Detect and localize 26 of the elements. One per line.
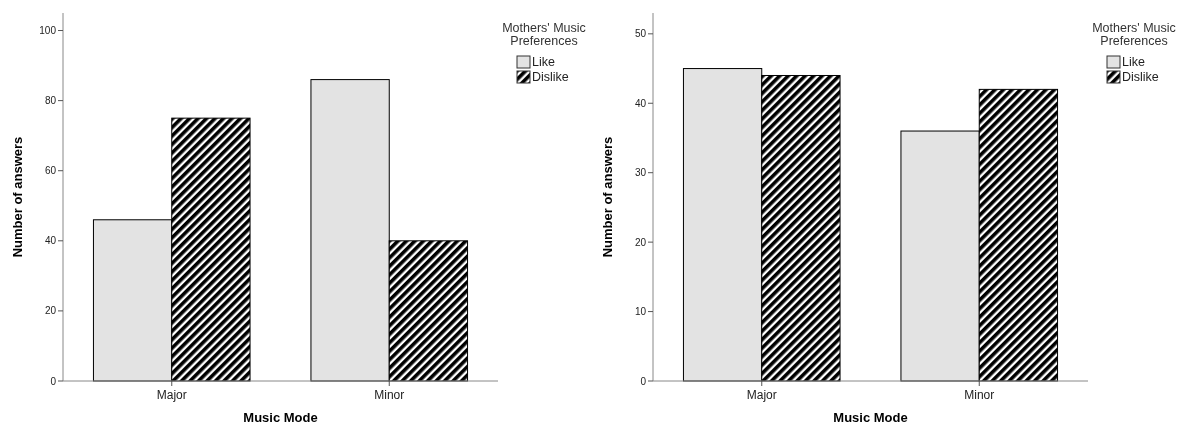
y-tick-label: 0 [50,375,57,387]
y-tick-label: 10 [634,306,647,318]
y-axis-title: Number of answers [10,136,25,258]
legend-label: Dislike [532,70,569,85]
x-tick-label: Major [746,388,777,402]
y-tick-label: 40 [44,235,57,247]
legend-label: Like [1122,55,1145,70]
legend-title: Mothers' Music Preferences [1092,21,1176,49]
y-tick-label: 20 [44,305,57,317]
y-tick-label: 20 [634,236,647,248]
legend-label: Like [532,55,555,70]
y-tick-label: 100 [39,25,57,37]
x-tick-label: Major [156,388,187,402]
y-tick-label: 80 [44,95,57,107]
y-axis-title: Number of answers [600,136,615,258]
x-tick-label: Minor [964,388,995,402]
y-tick-label: 60 [44,165,57,177]
x-axis-title: Music Mode [833,410,908,425]
y-tick-label: 30 [634,167,647,179]
legend-title: Mothers' Music Preferences [502,21,586,49]
legend-label: Dislike [1122,70,1159,85]
y-tick-label: 50 [634,28,647,40]
x-tick-label: Minor [374,388,405,402]
x-axis-title: Music Mode [243,410,318,425]
y-tick-label: 40 [634,97,647,109]
y-tick-label: 0 [640,375,647,387]
